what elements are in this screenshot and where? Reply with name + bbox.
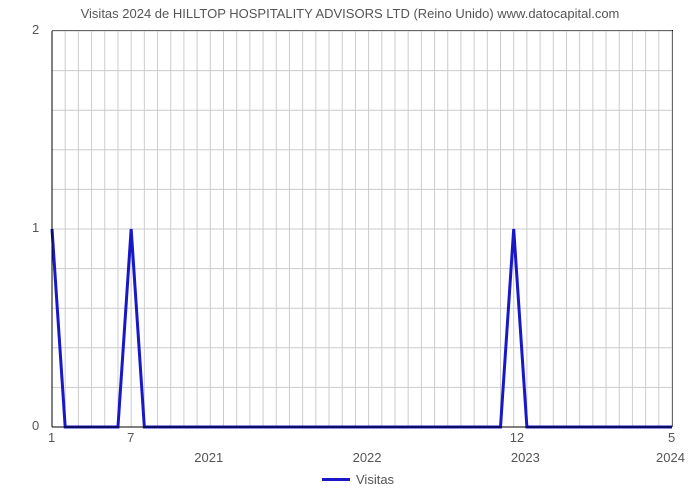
legend-label: Visitas [356, 472, 394, 487]
chart-title: Visitas 2024 de HILLTOP HOSPITALITY ADVI… [0, 6, 700, 21]
plot-area [52, 30, 673, 427]
x-value-label: 7 [127, 430, 134, 445]
legend: Visitas [322, 472, 394, 487]
visits-chart: Visitas 2024 de HILLTOP HOSPITALITY ADVI… [0, 0, 700, 500]
plot-svg [52, 31, 672, 427]
series-visitas [52, 229, 672, 427]
x-year-label: 2023 [511, 450, 540, 465]
x-value-label: 1 [48, 430, 55, 445]
y-tick-label: 1 [32, 220, 39, 235]
x-year-label: 2022 [353, 450, 382, 465]
x-year-label: 2024 [656, 450, 685, 465]
x-value-label: 5 [668, 430, 675, 445]
x-year-label: 2021 [194, 450, 223, 465]
y-tick-label: 0 [32, 418, 39, 433]
gridlines [52, 31, 672, 427]
x-value-label: 12 [510, 430, 524, 445]
legend-swatch [322, 478, 350, 481]
y-tick-label: 2 [32, 22, 39, 37]
